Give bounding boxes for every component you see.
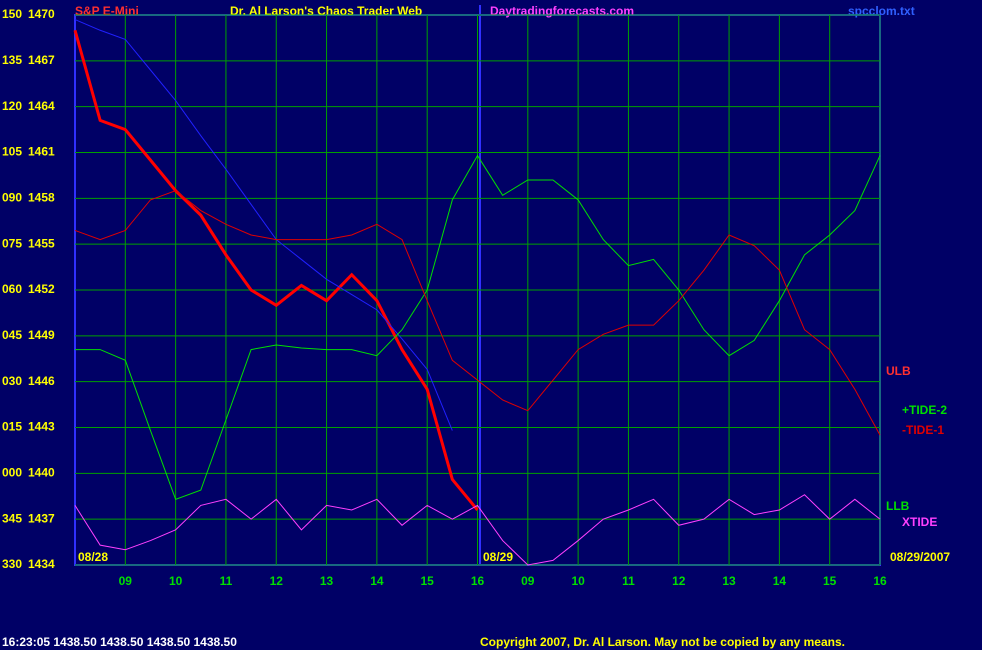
legend-label: XTIDE [902, 515, 937, 529]
series-line [74, 19, 453, 431]
angle-label: 090 [2, 191, 22, 205]
angle-label: 045 [2, 328, 22, 342]
y-tick-label: 1467 [28, 53, 55, 67]
x-tick-label: 09 [521, 574, 535, 588]
angle-label: 330 [2, 557, 22, 571]
y-tick-label: 1470 [28, 7, 55, 21]
instrument: S&P E-Mini [75, 4, 139, 18]
angle-label: 000 [2, 466, 22, 480]
x-tick-label: 16 [873, 574, 887, 588]
x-tick-label: 10 [571, 574, 585, 588]
angle-label: 015 [2, 420, 22, 434]
series-line [73, 29, 479, 511]
y-tick-label: 1446 [28, 374, 55, 388]
angle-label: 030 [2, 374, 22, 388]
x-tick-label: 13 [722, 574, 736, 588]
x-tick-label: 14 [370, 574, 384, 588]
day2-date: 08/29 [483, 550, 513, 564]
series-line [75, 154, 881, 500]
angle-label: 060 [2, 282, 22, 296]
x-tick-label: 15 [823, 574, 837, 588]
legend-label: +TIDE-2 [902, 403, 947, 417]
copyright: Copyright 2007, Dr. Al Larson. May not b… [480, 635, 845, 649]
angle-label: 150 [2, 7, 22, 21]
series-line [74, 494, 881, 566]
y-tick-label: 1458 [28, 191, 55, 205]
angle-label: 105 [2, 145, 22, 159]
x-tick-label: 10 [169, 574, 183, 588]
x-tick-label: 11 [220, 574, 233, 588]
angle-label: 075 [2, 236, 22, 250]
angle-label: 135 [2, 53, 22, 67]
series-line [74, 190, 881, 436]
y-tick-label: 1434 [28, 557, 55, 571]
y-tick-label: 1449 [28, 328, 55, 342]
site: Daytradingforecasts.com [490, 4, 634, 18]
x-tick-label: 15 [421, 574, 435, 588]
y-tick-label: 1455 [28, 236, 55, 250]
status: 16:23:05 1438.50 1438.50 1438.50 1438.50 [2, 635, 237, 649]
end-date: 08/29/2007 [890, 550, 950, 564]
band-label: ULB [886, 364, 911, 378]
x-tick-label: 13 [320, 574, 334, 588]
band-label: LLB [886, 499, 910, 513]
x-tick-label: 09 [119, 574, 133, 588]
angle-label: 120 [2, 99, 22, 113]
y-tick-label: 1461 [28, 145, 55, 159]
y-tick-label: 1443 [28, 420, 55, 434]
y-tick-label: 1464 [28, 99, 55, 113]
legend-label: -TIDE-1 [902, 423, 944, 437]
x-tick-label: 16 [471, 574, 485, 588]
start-date: 08/28 [78, 550, 108, 564]
y-tick-label: 1440 [28, 466, 55, 480]
file-name: spcclom.txt [848, 4, 915, 18]
y-tick-label: 1452 [28, 282, 55, 296]
x-tick-label: 11 [622, 574, 635, 588]
x-tick-label: 12 [270, 574, 284, 588]
angle-label: 345 [2, 511, 22, 525]
y-tick-label: 1437 [28, 511, 55, 525]
x-tick-label: 12 [672, 574, 686, 588]
x-tick-label: 14 [773, 574, 787, 588]
